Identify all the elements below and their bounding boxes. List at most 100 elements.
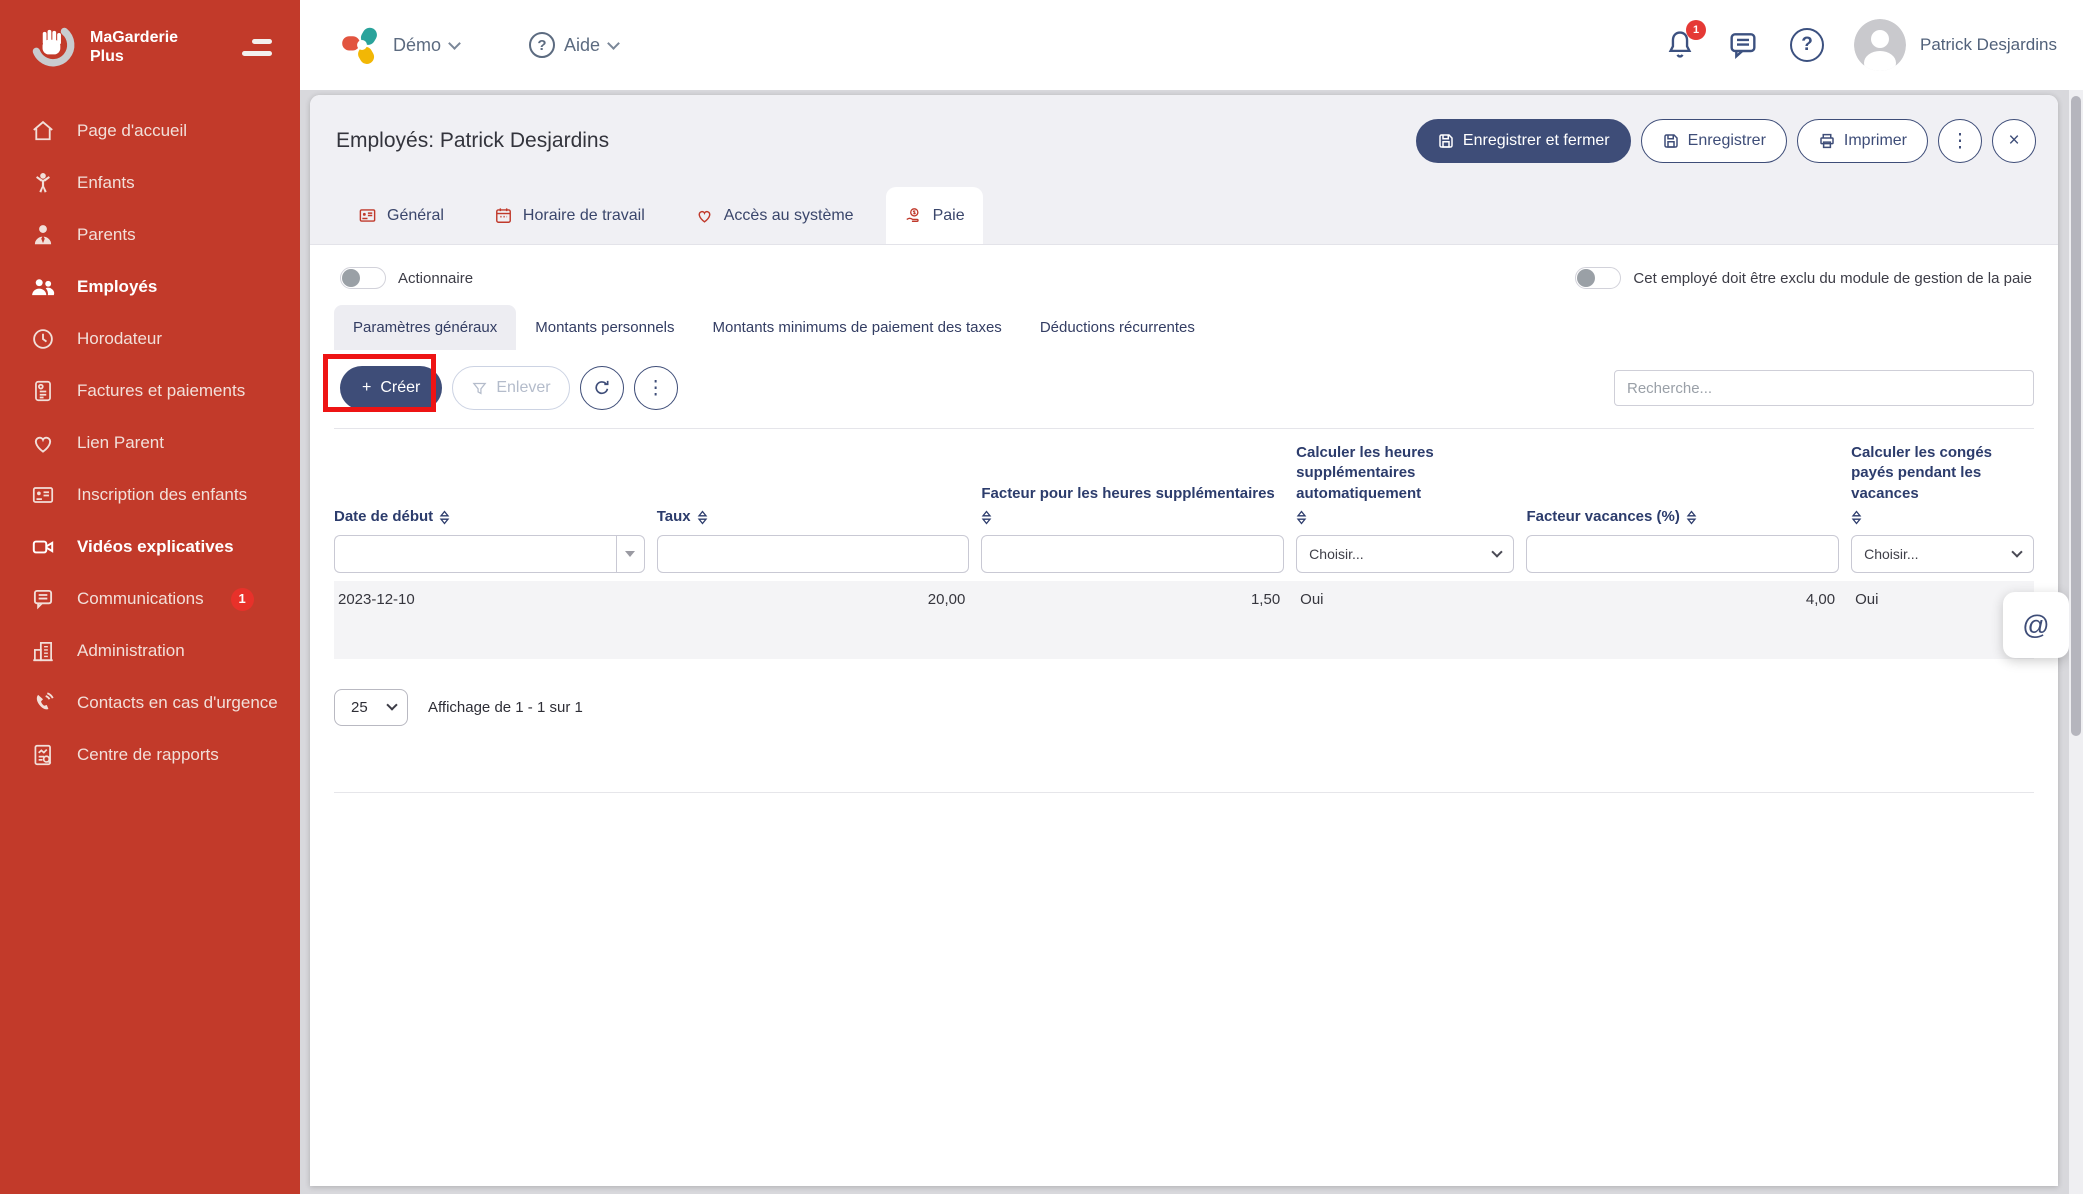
table-row[interactable]: 2023-12-10 20,00 1,50 Oui 4,00 Oui: [334, 580, 2034, 659]
shareholder-toggle[interactable]: [340, 267, 386, 289]
messages-button[interactable]: [1726, 29, 1760, 61]
tab-horaire-de-travail[interactable]: Horaire de travail: [476, 187, 663, 244]
sidebar-item-label: Horodateur: [77, 329, 163, 349]
chevron-down-icon: [448, 36, 461, 50]
sort-icon: [439, 510, 450, 527]
scrollbar-thumb[interactable]: [2071, 96, 2081, 736]
topbar: Démo ? Aide 1 ? Patrick Desjardins: [300, 0, 2083, 90]
column-header-facteur-vacances[interactable]: Facteur vacances (%): [1526, 507, 1839, 527]
sort-icon: [1686, 510, 1697, 527]
filter-date-input[interactable]: [334, 534, 616, 573]
global-help-button[interactable]: ?: [1790, 28, 1824, 62]
sidebar-item-enfants[interactable]: Enfants: [0, 157, 300, 209]
search-input[interactable]: [1614, 370, 2034, 406]
sidebar-logo-row: MaGarderie Plus: [0, 0, 300, 87]
table-more-button[interactable]: ⋮: [633, 366, 678, 410]
filter-calc-conges-payes-select[interactable]: Choisir...: [1851, 534, 2034, 573]
sidebar-item-label: Inscription des enfants: [77, 485, 248, 505]
filter-facteur-heures-supp-input[interactable]: [981, 534, 1285, 573]
funnel-icon: [472, 382, 487, 395]
shareholder-label: Actionnaire: [398, 269, 474, 287]
tab-general[interactable]: Général: [340, 187, 462, 244]
tab-paie[interactable]: Paie: [885, 187, 983, 244]
filter-date-debut: [334, 534, 645, 573]
tab-acces-au-systeme[interactable]: Accès au système: [677, 187, 872, 244]
sidebar-item-label: Lien Parent: [77, 433, 164, 453]
subtab-montants-personnels[interactable]: Montants personnels: [535, 319, 675, 336]
help-menu[interactable]: ? Aide: [529, 32, 620, 58]
mention-floating-button[interactable]: @: [2003, 592, 2069, 658]
cell-taux: 20,00: [927, 590, 966, 608]
filter-calc-heures-supp-select[interactable]: Choisir...: [1296, 534, 1515, 573]
refresh-icon: [595, 380, 609, 395]
sidebar-item-administration[interactable]: Administration: [0, 625, 300, 677]
sidebar-item-employes[interactable]: Employés: [0, 261, 300, 313]
printer-icon: [1820, 133, 1834, 149]
chat-icon: [33, 589, 53, 610]
sidebar-item-factures[interactable]: Factures et paiements: [0, 365, 300, 417]
sidebar-menu: Page d'accueil Enfants Parents Employés …: [0, 87, 300, 781]
remove-button[interactable]: Enlever: [452, 366, 570, 410]
org-selector[interactable]: Démo: [340, 23, 461, 67]
refresh-button[interactable]: [579, 366, 624, 410]
table-bottom-divider: [334, 791, 2034, 793]
home-icon: [33, 120, 53, 141]
sidebar-item-horodateur[interactable]: Horodateur: [0, 313, 300, 365]
parent-icon: [34, 225, 52, 245]
sidebar-collapse-icon[interactable]: [240, 33, 274, 62]
heart-icon: [34, 436, 52, 453]
cell-facteur-heures-supp: 1,50: [1250, 590, 1281, 608]
column-header-calc-conges-payes[interactable]: Calculer les congés payés pendant les va…: [1851, 443, 2034, 527]
sidebar-item-inscription[interactable]: Inscription des enfants: [0, 469, 300, 521]
save-label: Enregistrer: [1687, 132, 1766, 149]
bell-icon: [1668, 31, 1692, 58]
sidebar-item-videos[interactable]: Vidéos explicatives: [0, 521, 300, 573]
column-header-calc-heures-supp[interactable]: Calculer les heures supplémentaires auto…: [1296, 443, 1514, 527]
cell-calc-conges-payes: Oui: [1855, 590, 1879, 608]
column-header-date-debut[interactable]: Date de début: [334, 507, 645, 527]
user-menu[interactable]: Patrick Desjardins: [1854, 19, 2057, 71]
org-logo-icon: [342, 27, 377, 64]
notifications-button[interactable]: 1: [1664, 20, 1706, 62]
page-title: Employés: Patrick Desjardins: [336, 129, 610, 152]
create-button[interactable]: + Créer: [340, 366, 443, 410]
column-label: Facteur pour les heures supplémentaires: [981, 484, 1275, 502]
subtab-deductions-recurrentes[interactable]: Déductions récurrentes: [1039, 319, 1195, 336]
close-button[interactable]: ×: [1992, 119, 2036, 163]
select-placeholder: Choisir...: [1309, 545, 1364, 562]
sidebar-item-centre-rapports[interactable]: Centre de rapports: [0, 729, 300, 781]
sidebar-item-lien-parent[interactable]: Lien Parent: [0, 417, 300, 469]
more-actions-button[interactable]: ⋮: [1938, 119, 1982, 163]
subtab-parametres-generaux[interactable]: Paramètres généraux: [334, 305, 517, 350]
column-header-facteur-heures-supp[interactable]: Facteur pour les heures supplémentaires: [981, 484, 1284, 527]
save-button[interactable]: Enregistrer: [1640, 119, 1787, 163]
sidebar-item-page-accueil[interactable]: Page d'accueil: [0, 105, 300, 157]
brand-name: MaGarderie Plus: [90, 29, 178, 66]
chevron-down-icon: [1491, 546, 1504, 558]
phone-icon: [36, 692, 54, 710]
sidebar-item-label: Parents: [77, 225, 136, 245]
brand-line2: Plus: [90, 47, 124, 65]
date-picker-toggle[interactable]: [615, 534, 645, 573]
invoice-icon: [35, 380, 51, 402]
print-button[interactable]: Imprimer: [1796, 119, 1928, 163]
filter-taux-input[interactable]: [656, 534, 970, 573]
page-size-select[interactable]: 25: [334, 688, 408, 726]
exclude-payroll-label: Cet employé doit être exclu du module de…: [1633, 269, 2032, 287]
filter-facteur-vacances-input[interactable]: [1526, 534, 1840, 573]
scrollbar-track: [2069, 90, 2083, 1194]
sidebar-item-contacts-urgence[interactable]: Contacts en cas d'urgence: [0, 677, 300, 729]
column-label: Date de début: [334, 507, 434, 525]
sidebar-item-label: Employés: [77, 277, 158, 297]
avatar: [1854, 19, 1906, 71]
exclude-payroll-toggle[interactable]: [1575, 267, 1622, 289]
subtab-montants-minimums-taxes[interactable]: Montants minimums de paiement des taxes: [712, 319, 1002, 336]
chevron-down-icon: [2011, 546, 2023, 558]
sort-icon: [1851, 510, 1862, 527]
column-header-taux[interactable]: Taux: [657, 507, 970, 527]
page-size-value: 25: [351, 698, 368, 716]
sidebar-item-communications[interactable]: Communications 1: [0, 573, 300, 625]
sidebar-item-label: Administration: [77, 641, 185, 661]
save-and-close-button[interactable]: Enregistrer et fermer: [1415, 119, 1631, 163]
sidebar-item-parents[interactable]: Parents: [0, 209, 300, 261]
